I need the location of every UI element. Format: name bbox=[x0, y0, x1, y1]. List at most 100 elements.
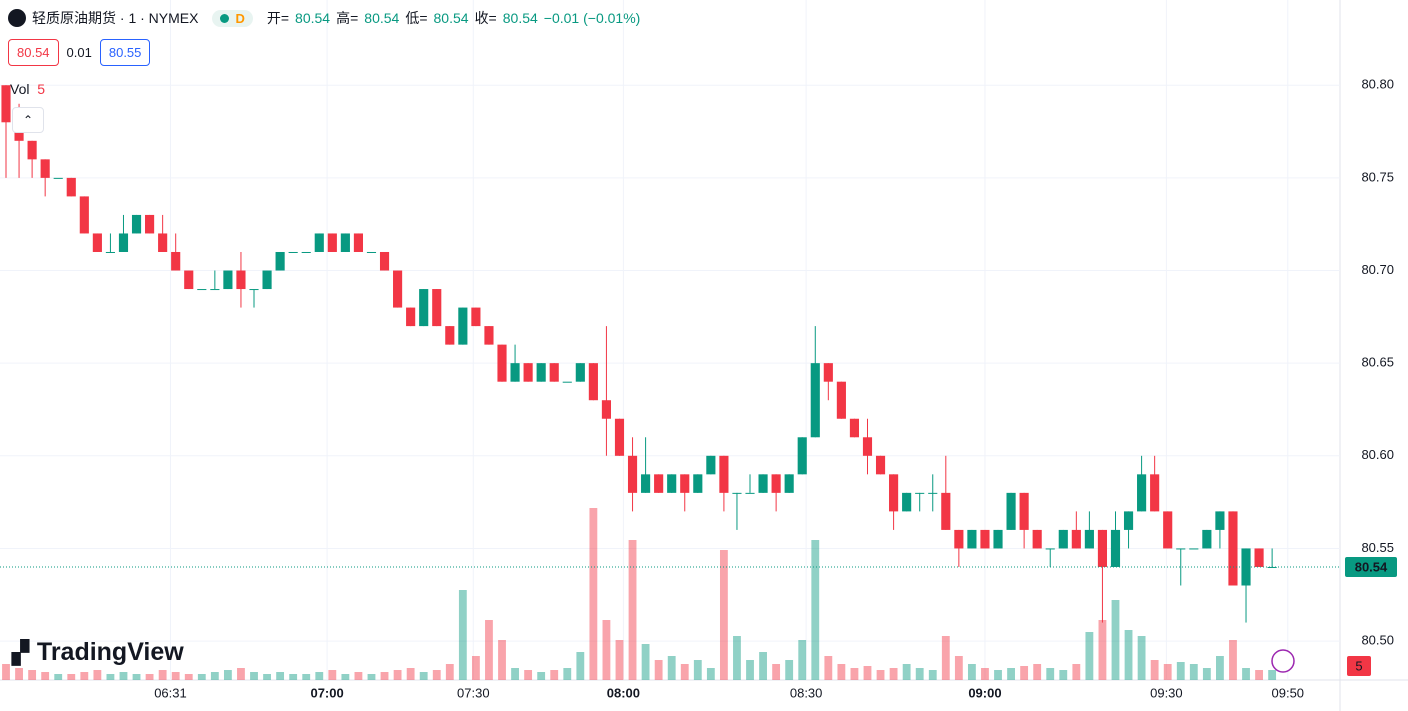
volume-bar bbox=[145, 674, 154, 680]
market-dot bbox=[220, 13, 230, 23]
volume-bar bbox=[1085, 632, 1094, 680]
volume-bar bbox=[485, 620, 493, 680]
candle-body bbox=[1123, 511, 1134, 530]
volume-bar bbox=[589, 508, 598, 680]
collapse-button[interactable]: ⌃ bbox=[12, 107, 44, 133]
last-volume-box bbox=[1347, 656, 1371, 676]
candle-body bbox=[902, 492, 912, 512]
volume-bar bbox=[889, 668, 898, 680]
volume-bar bbox=[237, 668, 245, 680]
volume-bar bbox=[445, 664, 454, 680]
candle-body bbox=[510, 363, 520, 382]
volume-bar bbox=[1020, 666, 1029, 680]
volume-bar bbox=[746, 660, 754, 680]
volume-bar bbox=[967, 664, 976, 680]
candle-body bbox=[954, 529, 964, 549]
volume-bar bbox=[302, 674, 311, 680]
volume-bar bbox=[1229, 640, 1237, 680]
open-label: 开= bbox=[266, 10, 290, 26]
candle-body bbox=[1084, 529, 1094, 549]
volume-bar bbox=[80, 672, 89, 680]
candle-body bbox=[862, 437, 873, 456]
candle-body bbox=[406, 307, 416, 327]
candle-body bbox=[1032, 529, 1042, 549]
candle-body bbox=[445, 326, 455, 345]
bid[interactable]: 80.54 bbox=[8, 39, 59, 66]
y-tick-label: 80.70 bbox=[1361, 262, 1394, 277]
volume-bar bbox=[1098, 620, 1107, 680]
candle-body bbox=[810, 363, 820, 438]
candle-body bbox=[680, 474, 690, 493]
logo-mark: ▞ bbox=[12, 639, 29, 665]
candle-body bbox=[941, 492, 951, 530]
candle-body bbox=[314, 233, 324, 252]
candle-body bbox=[1, 85, 11, 123]
candle-body bbox=[719, 455, 729, 493]
volume-bar bbox=[1111, 600, 1120, 680]
candle-body bbox=[158, 233, 168, 252]
candle-body bbox=[889, 474, 899, 512]
candle-body bbox=[53, 177, 63, 179]
candle-body bbox=[1189, 548, 1199, 550]
volume-bar bbox=[550, 670, 559, 680]
candle-body bbox=[654, 474, 664, 493]
volume-bar bbox=[328, 670, 337, 680]
volume-bar bbox=[1268, 670, 1277, 680]
candle-body bbox=[497, 344, 507, 382]
header: 轻质原油期货 · 1 · NYMEX D 开= 80.54 高= 80.54 低= 8… bbox=[8, 8, 640, 28]
replay-button[interactable] bbox=[1271, 649, 1295, 673]
candle-body bbox=[40, 159, 50, 178]
high-label: 高= bbox=[336, 10, 359, 26]
volume-bar bbox=[615, 640, 624, 680]
volume-bar bbox=[1007, 668, 1015, 680]
candle-body bbox=[549, 363, 559, 382]
volume-bar bbox=[654, 660, 663, 680]
candle-body bbox=[1097, 529, 1108, 567]
badge: D bbox=[235, 10, 245, 26]
candle-body bbox=[105, 251, 115, 253]
candle-body bbox=[614, 418, 625, 456]
candle-body bbox=[980, 529, 990, 549]
candle-body bbox=[693, 474, 703, 493]
candle-body bbox=[458, 307, 468, 345]
x-tick-label: 08:30 bbox=[790, 685, 823, 700]
candle-body bbox=[288, 251, 298, 253]
candle-body bbox=[745, 492, 755, 494]
candle-body bbox=[1137, 474, 1147, 512]
volume-bar bbox=[28, 670, 37, 680]
volume-bar bbox=[41, 672, 50, 680]
candle-body bbox=[236, 270, 246, 290]
candle-body bbox=[915, 492, 925, 494]
volume-bar bbox=[928, 670, 937, 680]
candle-body bbox=[588, 363, 598, 401]
low-label: 低= bbox=[405, 10, 428, 26]
x-tick-label: 09:30 bbox=[1150, 685, 1183, 700]
volume-bar bbox=[380, 672, 389, 680]
candle-body bbox=[92, 233, 102, 252]
candle-body bbox=[184, 270, 194, 290]
status[interactable]: D bbox=[212, 9, 253, 27]
y-tick-label: 80.55 bbox=[1361, 540, 1394, 555]
candle-body bbox=[1176, 548, 1186, 550]
volume-bar bbox=[667, 656, 676, 680]
volume-bar bbox=[263, 674, 271, 680]
volume-bar bbox=[759, 652, 767, 680]
volume-bar bbox=[1033, 664, 1042, 680]
volume-bar bbox=[67, 674, 76, 680]
candle-body bbox=[262, 270, 272, 290]
y-tick-label: 80.80 bbox=[1361, 77, 1394, 92]
candle-body bbox=[27, 140, 37, 160]
symbol[interactable]: 轻质原油期货 · 1 · NYMEX bbox=[32, 10, 199, 26]
volume-bar bbox=[511, 668, 519, 680]
volume-bar bbox=[719, 550, 728, 680]
volume-bar bbox=[902, 664, 911, 680]
volume-bar bbox=[876, 670, 885, 680]
volume-bar bbox=[785, 660, 794, 680]
candle-body bbox=[1228, 511, 1238, 586]
candle-body bbox=[1163, 511, 1173, 549]
volume-bar bbox=[1202, 668, 1211, 680]
ask[interactable]: 80.55 bbox=[99, 39, 151, 66]
volume-bar bbox=[1255, 670, 1263, 680]
candle-body bbox=[575, 363, 585, 382]
x-tick-label: 09:50 bbox=[1272, 685, 1305, 700]
